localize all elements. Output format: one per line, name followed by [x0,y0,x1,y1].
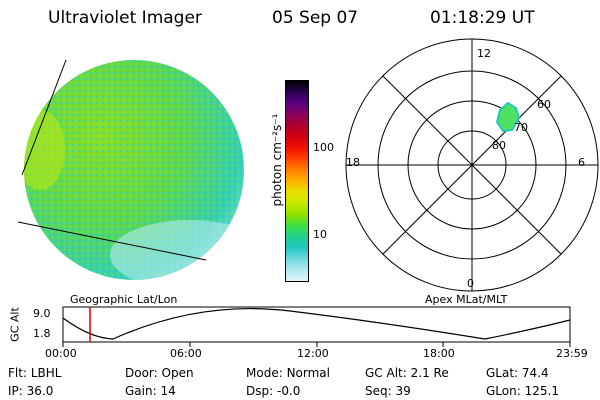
dsp-label: Dsp: [246,384,274,398]
door-info: Door: Open [125,366,194,380]
mlat-label-60: 60 [537,98,551,111]
gcalt-value: 2.1 Re [410,366,449,380]
glat-info: GLat: 74.4 [486,366,549,380]
orbit-altitude-curve [62,307,571,340]
orbit-ytick-1: 1.8 [33,327,51,340]
colorbar [285,80,309,282]
instrument-title: Ultraviolet Imager [48,8,202,28]
horizon-line [17,221,207,261]
ip-value: 36.0 [26,384,54,398]
terminator-line [21,59,67,176]
aurora-blob [495,101,521,133]
gain-label: Gain: [125,384,157,398]
seq-value: 39 [395,384,411,398]
gain-info: Gain: 14 [125,384,176,398]
door-label: Door: [125,366,158,380]
mlt-label-12: 12 [477,47,491,60]
glon-info: GLon: 125.1 [486,384,559,398]
mlat-label-70: 70 [514,121,528,134]
colorbar-tick-100: 100 [313,141,334,154]
orbit-xtick-12: 12:00 [297,347,329,360]
date-label: 05 Sep 07 [272,8,359,28]
glon-value: 125.1 [524,384,559,398]
orbit-xtick-6: 06:00 [170,347,202,360]
glat-label: GLat: [486,366,519,380]
ip-info: IP: 36.0 [8,384,53,398]
flt-value: LBHL [30,366,62,380]
gain-value: 14 [160,384,176,398]
dsp-info: Dsp: -0.0 [246,384,300,398]
mlt-label-18: 18 [346,156,360,169]
glat-value: 74.4 [521,366,549,380]
mode-value: Normal [286,366,330,380]
geographic-label: Geographic Lat/Lon [70,293,178,306]
orbit-ylabel: GC Alt [8,307,22,342]
gcalt-info: GC Alt: 2.1 Re [365,366,449,380]
flt-label: Flt: [8,366,27,380]
glon-label: GLon: [486,384,521,398]
orbit-xtick-end: 23:59 [556,347,588,360]
time-label: 01:18:29 UT [430,8,535,28]
mode-info: Mode: Normal [246,366,330,380]
gcalt-label: GC Alt: [365,366,407,380]
mlt-label-6: 6 [578,156,585,169]
seq-label: Seq: [365,384,392,398]
door-value: Open [161,366,194,380]
seq-info: Seq: 39 [365,384,411,398]
orbit-xtick-0: 00:00 [45,347,77,360]
mode-label: Mode: [246,366,283,380]
ip-label: IP: [8,384,23,398]
mlat-label-80: 80 [492,139,506,152]
apex-label: Apex MLat/MLT [425,293,508,306]
dsp-value: -0.0 [276,384,301,398]
mlt-label-0: 0 [467,277,474,290]
orbit-xtick-18: 18:00 [423,347,455,360]
orbit-ytick-9: 9.0 [33,307,51,320]
colorbar-tick-10: 10 [313,228,327,241]
filter-info: Flt: LBHL [8,366,61,380]
